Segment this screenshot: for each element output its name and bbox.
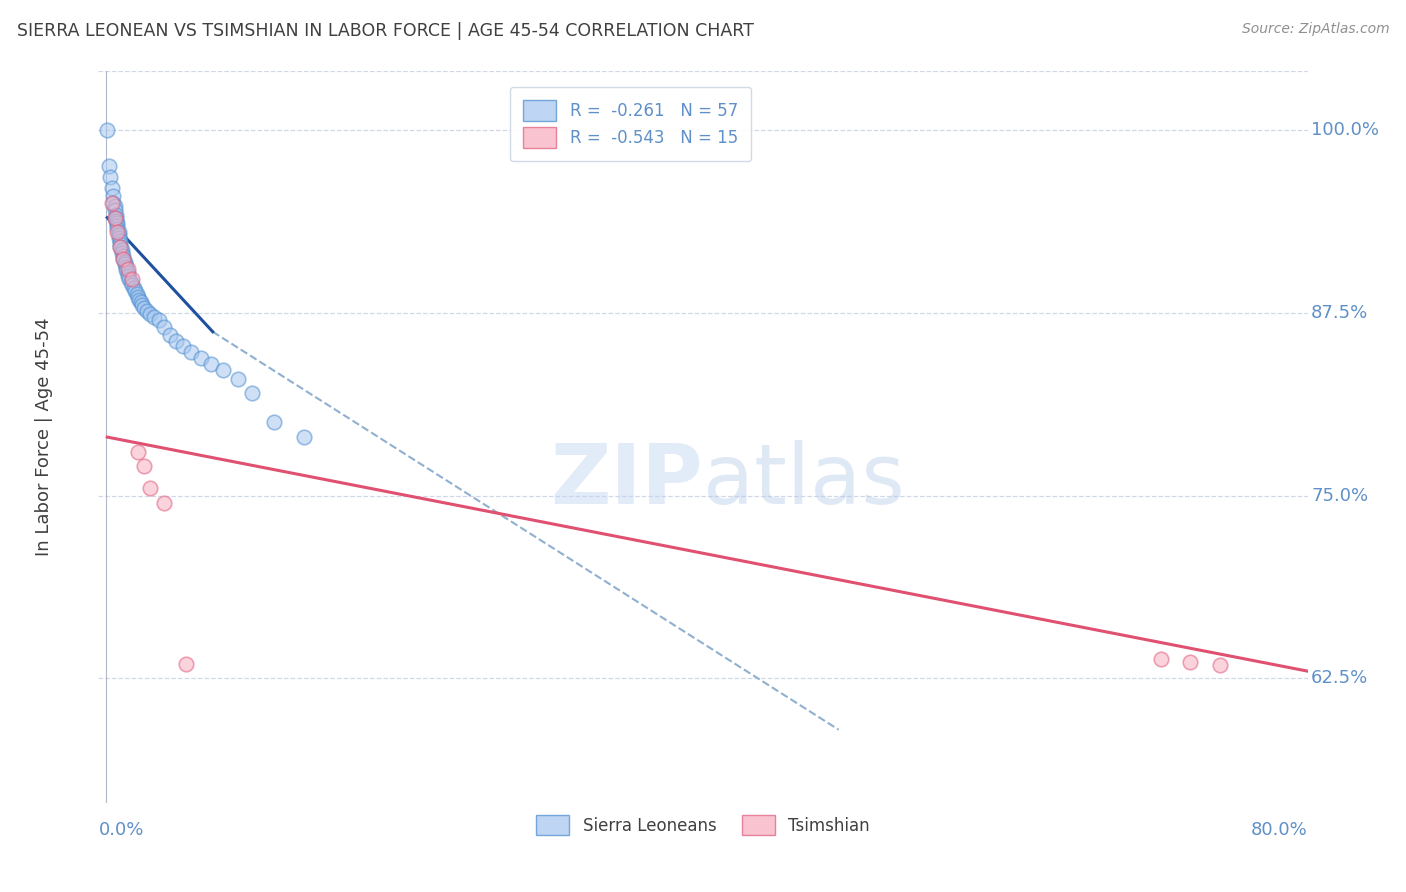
Point bbox=[1180, 656, 1202, 670]
Point bbox=[117, 266, 139, 280]
Text: In Labor Force | Age 45-54: In Labor Force | Age 45-54 bbox=[35, 318, 53, 557]
Point bbox=[176, 657, 198, 671]
Point bbox=[117, 269, 139, 284]
Text: SIERRA LEONEAN VS TSIMSHIAN IN LABOR FORCE | AGE 45-54 CORRELATION CHART: SIERRA LEONEAN VS TSIMSHIAN IN LABOR FOR… bbox=[17, 22, 754, 40]
Point bbox=[292, 430, 315, 444]
Point bbox=[103, 211, 125, 225]
Point bbox=[125, 286, 148, 301]
Point bbox=[110, 234, 132, 248]
Point bbox=[200, 357, 222, 371]
Point bbox=[112, 252, 135, 266]
Point bbox=[110, 240, 132, 254]
Point bbox=[153, 496, 176, 510]
Point bbox=[120, 275, 142, 289]
Point bbox=[114, 257, 136, 271]
Text: 87.5%: 87.5% bbox=[1312, 304, 1368, 322]
Point bbox=[165, 334, 187, 348]
Point bbox=[263, 416, 285, 430]
Point bbox=[143, 310, 166, 325]
Point bbox=[121, 272, 143, 286]
Point bbox=[96, 123, 118, 137]
Point bbox=[240, 386, 263, 401]
Point bbox=[100, 181, 122, 195]
Point bbox=[117, 261, 139, 276]
Point bbox=[107, 222, 129, 236]
Point bbox=[110, 240, 132, 254]
Text: ZIP: ZIP bbox=[551, 441, 703, 522]
Point bbox=[103, 203, 125, 218]
Point bbox=[132, 301, 155, 316]
Point bbox=[1208, 658, 1230, 673]
Point bbox=[180, 345, 202, 359]
Legend: Sierra Leoneans, Tsimshian: Sierra Leoneans, Tsimshian bbox=[530, 808, 876, 842]
Point bbox=[131, 298, 153, 312]
Point bbox=[103, 199, 125, 213]
Point bbox=[115, 260, 138, 275]
Point bbox=[115, 263, 138, 277]
Point bbox=[112, 252, 135, 266]
Point bbox=[105, 213, 128, 227]
Point bbox=[128, 293, 150, 307]
Point bbox=[172, 339, 194, 353]
Point bbox=[107, 219, 129, 234]
Point bbox=[107, 225, 129, 239]
Point bbox=[111, 243, 134, 257]
Point bbox=[98, 169, 121, 184]
Text: 80.0%: 80.0% bbox=[1251, 821, 1308, 839]
Point bbox=[129, 295, 152, 310]
Point bbox=[105, 211, 128, 225]
Point bbox=[107, 217, 129, 231]
Text: Source: ZipAtlas.com: Source: ZipAtlas.com bbox=[1241, 22, 1389, 37]
Point bbox=[110, 237, 132, 252]
Point bbox=[153, 320, 176, 334]
Point bbox=[101, 196, 124, 211]
Point bbox=[226, 371, 249, 385]
Point bbox=[135, 304, 157, 318]
Point bbox=[138, 481, 160, 495]
Point bbox=[132, 459, 155, 474]
Text: atlas: atlas bbox=[703, 441, 904, 522]
Point bbox=[108, 231, 131, 245]
Point bbox=[111, 245, 134, 260]
Point bbox=[159, 327, 181, 342]
Point bbox=[121, 277, 143, 292]
Point bbox=[1150, 652, 1173, 666]
Point bbox=[108, 225, 131, 239]
Point bbox=[148, 313, 170, 327]
Point bbox=[118, 272, 141, 286]
Point bbox=[122, 281, 145, 295]
Point bbox=[138, 307, 160, 321]
Point bbox=[112, 249, 135, 263]
Point bbox=[114, 254, 136, 268]
Point bbox=[124, 284, 146, 298]
Point bbox=[105, 208, 128, 222]
Point bbox=[127, 290, 149, 304]
Point bbox=[97, 160, 120, 174]
Point bbox=[100, 196, 122, 211]
Point bbox=[127, 444, 149, 458]
Point bbox=[190, 351, 212, 365]
Text: 75.0%: 75.0% bbox=[1312, 487, 1368, 505]
Text: 62.5%: 62.5% bbox=[1312, 670, 1368, 688]
Text: 0.0%: 0.0% bbox=[98, 821, 143, 839]
Point bbox=[108, 228, 131, 243]
Point bbox=[212, 363, 235, 377]
Point bbox=[101, 188, 124, 202]
Text: 100.0%: 100.0% bbox=[1312, 121, 1379, 139]
